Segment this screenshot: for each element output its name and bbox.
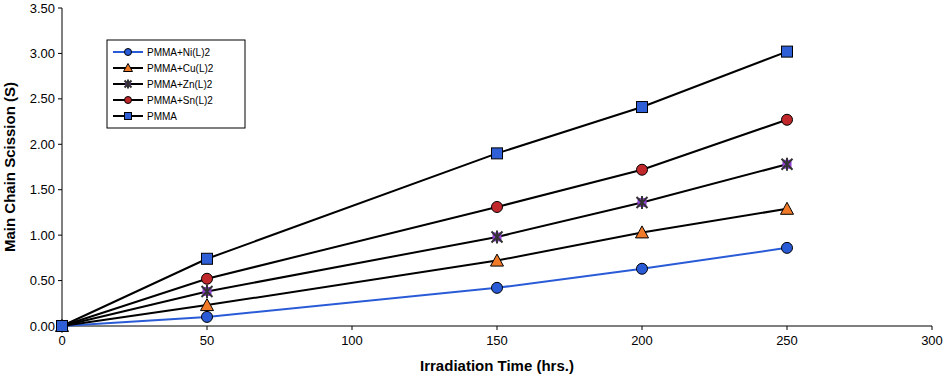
series-line <box>62 248 787 326</box>
series-line <box>62 164 787 326</box>
y-tick-label: 2.50 <box>30 91 55 106</box>
legend-label: PMMA+Sn(L)2 <box>147 95 213 106</box>
series-marker <box>781 202 794 214</box>
x-axis-label: Irradiation Time (hrs.) <box>420 357 574 374</box>
x-tick <box>352 326 353 330</box>
x-tick-label: 100 <box>341 333 363 348</box>
y-axis-line <box>62 8 63 326</box>
series-marker <box>636 226 649 238</box>
series-marker <box>56 320 69 332</box>
series-line <box>62 120 787 326</box>
y-tick <box>58 235 62 236</box>
marker-star <box>637 196 648 209</box>
x-tick-label: 150 <box>486 333 508 348</box>
y-tick-label: 0.00 <box>30 319 55 334</box>
series-marker <box>202 311 213 322</box>
y-tick <box>58 280 62 281</box>
series-marker <box>637 164 648 175</box>
x-tick <box>497 326 498 330</box>
series-marker <box>492 230 503 243</box>
series-marker <box>492 282 503 293</box>
series-marker <box>782 158 793 171</box>
legend-marker <box>124 64 133 72</box>
y-tick <box>58 144 62 145</box>
x-tick <box>642 326 643 330</box>
legend-marker <box>125 80 132 89</box>
y-axis-label: Main Chain Scission (S) <box>1 82 18 252</box>
series-marker <box>492 201 503 212</box>
series-marker <box>782 114 793 125</box>
plot-data <box>56 46 794 332</box>
legend-label: PMMA <box>147 111 177 122</box>
y-tick-label: 3.50 <box>30 1 55 16</box>
series-marker <box>201 299 214 311</box>
y-tick <box>58 8 62 9</box>
series-marker <box>57 321 68 332</box>
y-tick-label: 0.50 <box>30 273 55 288</box>
marker-star <box>782 158 793 171</box>
series-marker <box>202 253 213 264</box>
x-tick-label: 200 <box>631 333 653 348</box>
marker-star <box>492 230 503 243</box>
marker-star <box>57 320 68 333</box>
x-tick-label: 0 <box>58 333 65 348</box>
series-marker <box>491 254 504 266</box>
x-tick <box>207 326 208 330</box>
series-marker <box>57 320 68 333</box>
y-tick-label: 2.00 <box>30 137 55 152</box>
series-marker <box>202 285 213 298</box>
chart: 0.00 0.50 1.00 1.50 2.00 2.50 3.00 3.50 0 50 100 15… <box>0 0 945 380</box>
y-tick-label: 1.00 <box>30 228 55 243</box>
series-marker <box>492 148 503 159</box>
series-marker <box>637 263 648 274</box>
legend-marker <box>125 113 132 120</box>
y-tick-label: 3.00 <box>30 46 55 61</box>
y-tick <box>58 53 62 54</box>
marker-star <box>125 80 132 89</box>
legend: PMMA+Ni(L)2 PMMA+Cu(L)2 PMMA+Zn(L)2 PMMA+Sn… <box>107 40 245 128</box>
legend-label: PMMA+Zn(L)2 <box>147 79 213 90</box>
series-marker <box>202 273 213 284</box>
legend-label: PMMA+Cu(L)2 <box>147 63 214 74</box>
series-marker <box>782 242 793 253</box>
y-tick-label: 1.50 <box>30 182 55 197</box>
series-line <box>62 209 787 326</box>
x-tick-label: 50 <box>200 333 214 348</box>
series-marker <box>637 196 648 209</box>
y-tick <box>58 189 62 190</box>
x-tick <box>787 326 788 330</box>
x-tick-label: 250 <box>776 333 798 348</box>
series-marker <box>637 102 648 113</box>
legend-label: PMMA+Ni(L)2 <box>147 47 211 58</box>
x-tick-label: 300 <box>921 333 943 348</box>
series-marker <box>57 321 68 332</box>
x-tick <box>932 326 933 330</box>
series-marker <box>57 321 68 332</box>
legend-marker <box>125 49 132 56</box>
y-tick <box>58 98 62 99</box>
series-marker <box>782 46 793 57</box>
marker-star <box>202 285 213 298</box>
legend-marker <box>125 97 132 104</box>
legend-box <box>107 40 245 128</box>
marker-body <box>58 322 67 331</box>
